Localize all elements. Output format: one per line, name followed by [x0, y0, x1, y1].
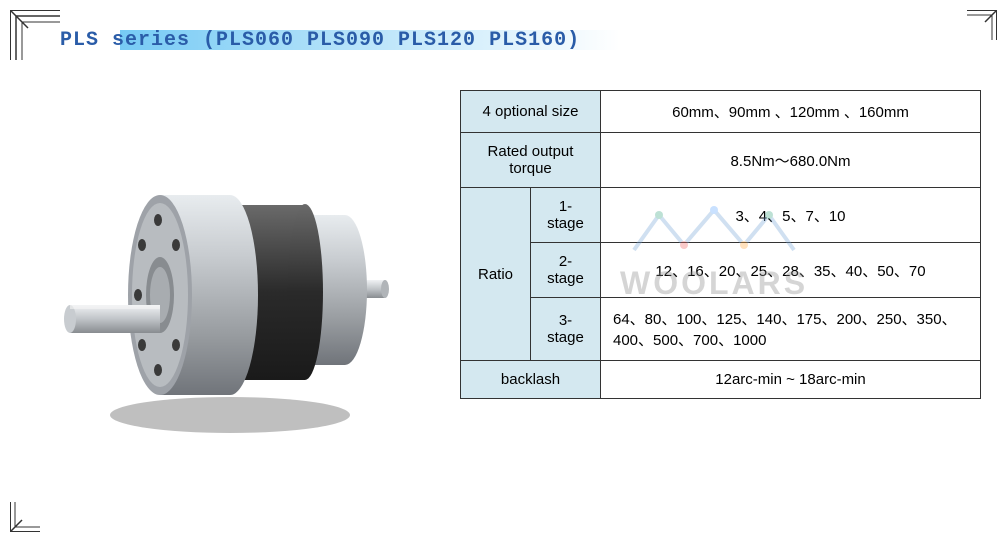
value-stage3: 64、80、100、125、140、175、200、250、350、400、50… — [601, 298, 981, 361]
row-torque: Rated output torque 8.5Nm～680.0Nm — [461, 133, 981, 188]
row-backlash: backlash 12arc-min ~ 18arc-min — [461, 361, 981, 399]
label-backlash: backlash — [461, 361, 601, 399]
row-size: 4 optional size 60mm、90mm 、120mm 、160mm — [461, 91, 981, 133]
label-stage2: 2-stage — [531, 243, 601, 298]
label-size: 4 optional size — [461, 91, 601, 133]
page-title: PLS series (PLS060 PLS090 PLS120 PLS160) — [60, 29, 580, 52]
corner-decoration-tl — [10, 10, 60, 60]
value-size: 60mm、90mm 、120mm 、160mm — [601, 91, 981, 133]
corner-decoration-bl — [10, 502, 40, 532]
label-stage3: 3-stage — [531, 298, 601, 361]
label-ratio: Ratio — [461, 188, 531, 361]
page-title-bar: PLS series (PLS060 PLS090 PLS120 PLS160) — [60, 28, 580, 52]
value-backlash: 12arc-min ~ 18arc-min — [601, 361, 981, 399]
watermark: WOOLARS — [620, 200, 808, 302]
product-image — [40, 130, 420, 470]
value-torque: 8.5Nm～680.0Nm — [601, 133, 981, 188]
label-stage1: 1-stage — [531, 188, 601, 243]
corner-decoration-tr — [967, 10, 997, 40]
row-ratio-3: 3-stage 64、80、100、125、140、175、200、250、35… — [461, 298, 981, 361]
label-torque: Rated output torque — [461, 133, 601, 188]
watermark-text: WOOLARS — [620, 265, 808, 302]
